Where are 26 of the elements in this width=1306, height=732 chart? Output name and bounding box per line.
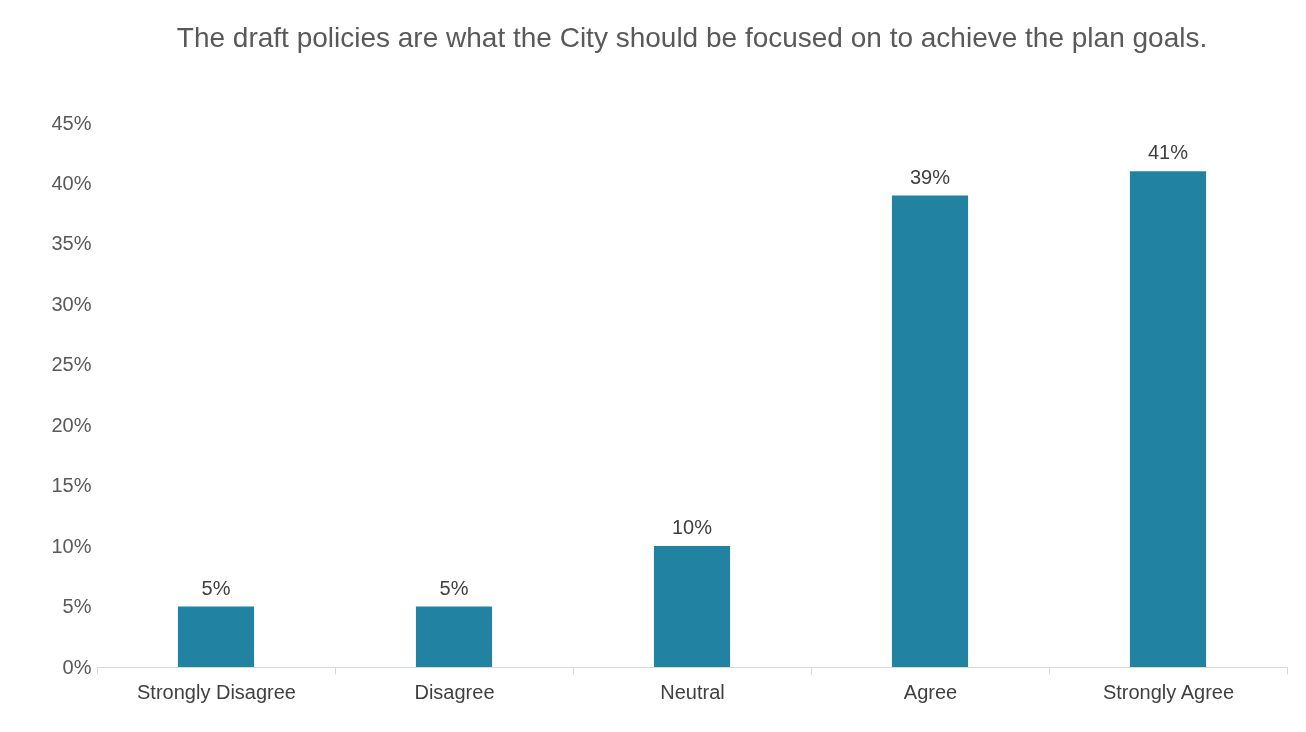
x-tick-label: Disagree [414, 680, 495, 703]
y-tick-label: 35% [51, 232, 92, 255]
chart-title: The draft policies are what the City should be focused on to achieve the plan goals. [176, 22, 1208, 53]
bar [653, 546, 731, 667]
y-tick-label: 20% [51, 413, 92, 436]
y-tick-label: 25% [51, 353, 92, 376]
data-label: 39% [909, 165, 951, 188]
y-tick-label: 45% [51, 111, 92, 134]
x-tick-label: Agree [903, 680, 958, 703]
x-tick-label: Strongly Disagree [137, 680, 296, 703]
data-label: 41% [1147, 141, 1189, 164]
bar [177, 606, 255, 667]
data-label: 5% [439, 576, 469, 599]
y-tick-label: 10% [51, 534, 92, 557]
bar [1129, 171, 1207, 667]
y-tick-label: 0% [62, 655, 92, 678]
y-tick-label: 30% [51, 292, 92, 315]
bar [415, 606, 493, 667]
y-tick-label: 5% [62, 595, 92, 618]
bar [891, 195, 969, 667]
data-label: 10% [671, 516, 713, 539]
y-tick-label: 15% [51, 474, 92, 497]
x-tick-label: Strongly Agree [1102, 680, 1235, 703]
data-label: 5% [201, 576, 231, 599]
y-tick-label: 40% [51, 171, 92, 194]
x-tick-label: Neutral [660, 680, 725, 703]
